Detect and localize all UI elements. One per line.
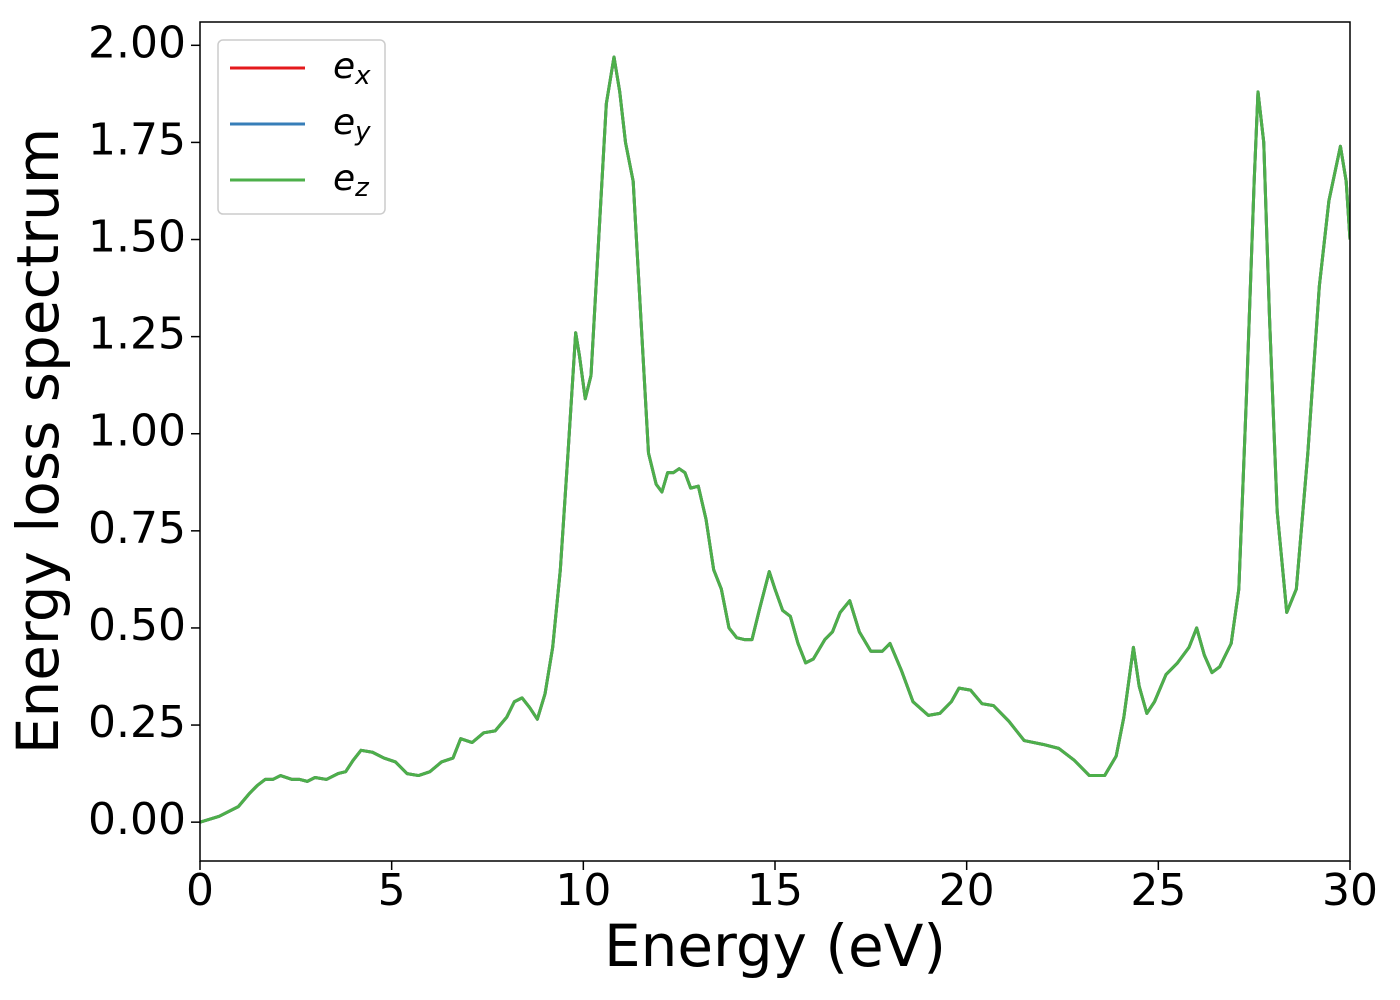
x-axis-label: Energy (eV) [604, 912, 946, 980]
x-tick-label: 30 [1322, 865, 1378, 916]
series-line [200, 55, 1350, 824]
y-tick-label: 2.00 [88, 17, 186, 68]
y-tick-label: 0.75 [88, 503, 186, 554]
y-tick-label: 1.50 [88, 212, 186, 263]
y-tick-label: 1.25 [88, 309, 186, 360]
legend-label: ez [333, 158, 370, 203]
y-tick-label: 1.75 [88, 114, 186, 165]
x-tick-label: 15 [747, 865, 803, 916]
y-tick-label: 0.50 [88, 600, 186, 651]
plot-frame [199, 21, 1351, 862]
x-tick-label: 20 [939, 865, 995, 916]
legend-label: ey [333, 102, 371, 147]
legend-label: ex [333, 46, 371, 91]
x-tick-label: 25 [1130, 865, 1186, 916]
x-tick-label: 0 [186, 865, 214, 916]
x-tick-label: 5 [378, 865, 406, 916]
legend-box [217, 39, 386, 215]
x-tick-label: 10 [555, 865, 611, 916]
legend: ex ey ez [217, 39, 386, 215]
y-tick-label: 0.00 [88, 794, 186, 845]
y-tick-label: 0.25 [88, 697, 186, 748]
y-tick-label: 1.00 [88, 406, 186, 457]
y-axis-label: Energy loss spectrum [4, 128, 72, 754]
